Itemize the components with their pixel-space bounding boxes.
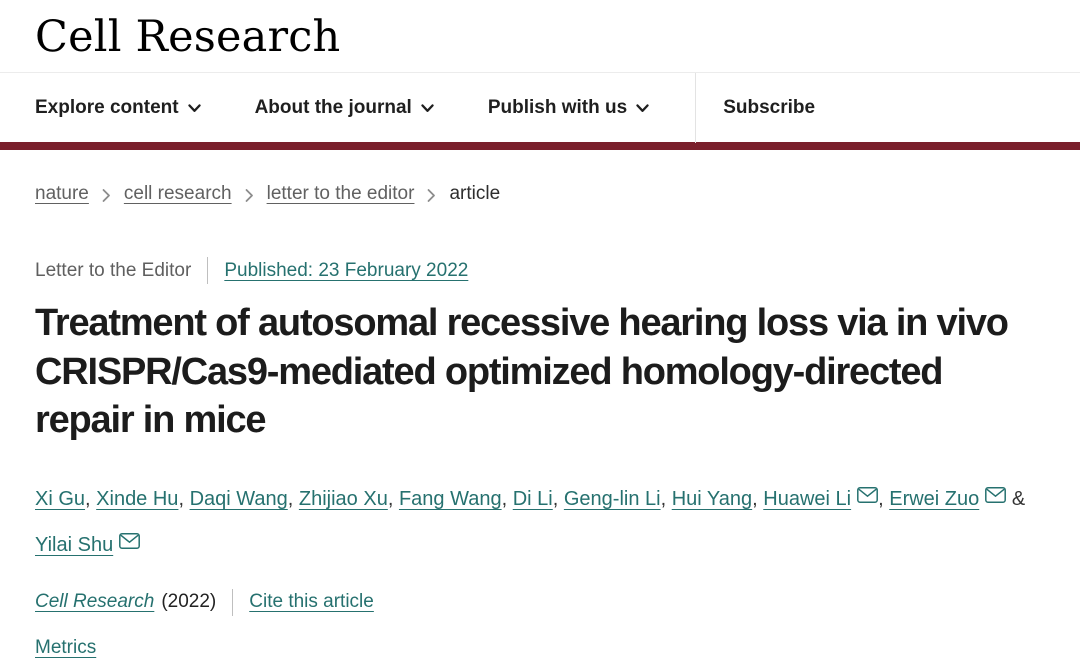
journal-brand-stripe — [0, 142, 1080, 150]
author-link[interactable]: Daqi Wang — [189, 487, 288, 510]
article-title: Treatment of autosomal recessive hearing… — [35, 302, 1009, 442]
publication-year: (2022) — [161, 591, 217, 613]
nav-item-label: Publish with us — [487, 96, 628, 118]
nav-item-publish-with-us[interactable]: Publish with us — [488, 97, 649, 119]
breadcrumb-item-cell-research[interactable]: cell research — [123, 183, 232, 204]
author: Erwei Zuo — [889, 486, 1007, 510]
author-link[interactable]: Huawei Li — [763, 487, 852, 510]
nav-item-label: About the journal — [254, 96, 412, 118]
journal-logo[interactable]: Cell Research — [35, 12, 341, 62]
journal-name-link[interactable]: Cell Research — [35, 591, 155, 613]
published-date-link[interactable]: Published: 23 February 2022 — [224, 259, 469, 281]
author: Geng-lin Li — [564, 488, 661, 510]
author-link[interactable]: Xi Gu — [35, 487, 86, 510]
subscribe-link[interactable]: Subscribe — [723, 96, 816, 118]
author: Hui Yang — [672, 488, 752, 510]
article-meta-row: Letter to the Editor Published: 23 Febru… — [35, 257, 1045, 284]
nav-items: Explore content About the journal Publish … — [35, 97, 703, 119]
breadcrumb: nature cell research letter to the editor a… — [35, 183, 1045, 205]
author-link[interactable]: Geng-lin Li — [563, 487, 661, 510]
author: Xinde Hu — [96, 488, 178, 510]
author-link[interactable]: Yilai Shu — [35, 533, 114, 556]
nav-item-explore-content[interactable]: Explore content — [35, 97, 201, 119]
author-link[interactable]: Di Li — [512, 487, 553, 510]
breadcrumb-item-nature[interactable]: nature — [35, 183, 89, 204]
author: Huawei Li — [763, 486, 879, 510]
metrics-row: Metrics — [35, 637, 1045, 659]
email-envelope-icon[interactable] — [119, 532, 141, 554]
chevron-right-icon — [245, 186, 254, 203]
author: Fang Wang — [399, 488, 502, 510]
chevron-down-icon — [636, 104, 649, 113]
author-link[interactable]: Fang Wang — [398, 487, 502, 510]
journal-masthead: Cell Research — [0, 0, 1080, 72]
author-list: Xi Gu, Xinde Hu, Daqi Wang, Zhijiao Xu, … — [35, 486, 1026, 556]
breadcrumb-item-letter-to-the-editor[interactable]: letter to the editor — [266, 183, 415, 204]
chevron-down-icon — [421, 104, 434, 113]
author: Xi Gu — [35, 488, 85, 510]
nav-divider — [695, 72, 697, 143]
chevron-right-icon — [427, 186, 436, 203]
citation-row: Cell Research (2022) Cite this article — [35, 588, 1045, 616]
chevron-down-icon — [187, 104, 201, 113]
cite-this-article-link[interactable]: Cite this article — [249, 591, 374, 613]
meta-divider — [207, 257, 209, 284]
nav-item-about-the-journal[interactable]: About the journal — [255, 97, 434, 119]
citation-divider — [232, 588, 234, 616]
author-link[interactable]: Zhijiao Xu — [298, 487, 388, 510]
nav-item-label: Explore content — [35, 96, 179, 118]
article-type-label: Letter to the Editor — [35, 259, 192, 281]
breadcrumb-item-article: article — [449, 183, 501, 204]
author: Daqi Wang — [190, 488, 288, 510]
email-envelope-icon[interactable] — [985, 486, 1007, 508]
author: Yilai Shu — [35, 532, 141, 556]
chevron-right-icon — [102, 186, 111, 203]
article-header: nature cell research letter to the editor a… — [0, 150, 1080, 659]
author: Di Li — [513, 488, 553, 510]
author-link[interactable]: Hui Yang — [671, 487, 753, 510]
author-link[interactable]: Erwei Zuo — [889, 487, 980, 510]
email-envelope-icon[interactable] — [857, 486, 879, 508]
journal-nav-bar: Explore content About the journal Publish … — [0, 72, 1080, 143]
author: Zhijiao Xu — [299, 488, 388, 510]
metrics-link[interactable]: Metrics — [35, 636, 97, 658]
author-link[interactable]: Xinde Hu — [96, 487, 179, 510]
